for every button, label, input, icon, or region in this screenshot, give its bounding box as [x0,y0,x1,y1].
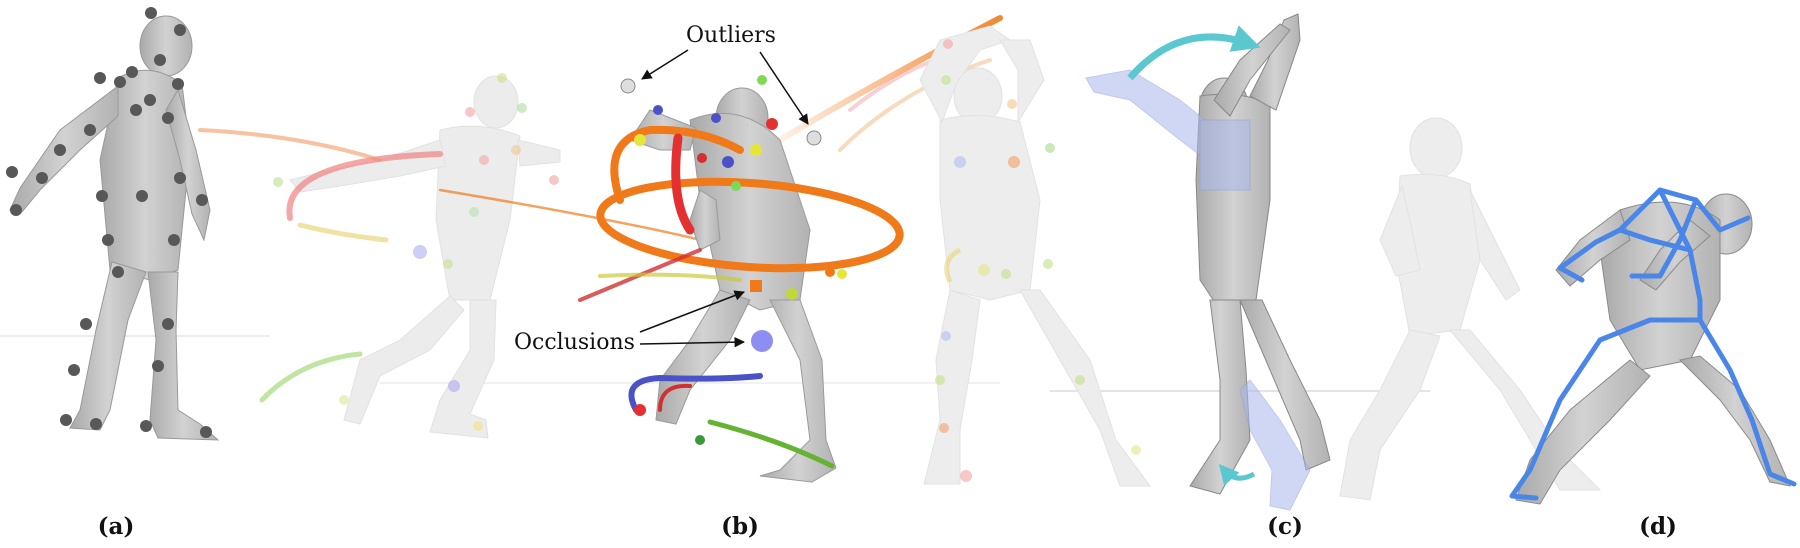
panel-d-figure [1515,193,1791,505]
occlusion-arrow [639,336,746,348]
faded-trail-bc [944,247,962,284]
panel-d-skeleton [1509,187,1797,501]
faded-markers-ab [273,73,559,431]
faded-markers-bc [935,39,1141,482]
outlier-marker [806,130,822,146]
rotation-arrow-icon [1218,463,1256,486]
panel-label-b: (b) [721,513,759,540]
rotation-arrow-icon [1127,25,1261,81]
panel-label-a: (a) [98,513,135,540]
orange-loop-trail [596,177,904,273]
faded-figure-ab [289,75,561,439]
outlier-arrow [641,49,689,80]
panel-label-c: (c) [1267,513,1303,540]
panel-label-d: (d) [1639,513,1677,540]
panel-a-markers [6,7,212,438]
panel-c-overlay-limbs [1085,69,1311,511]
faded-figure-cd [1339,117,1602,501]
occlusion-marker [750,280,762,292]
occlusions-label: Occlusions [514,330,635,355]
panel-b-markers [620,75,847,445]
panel-a-figure [9,15,220,441]
faded-trails-ab [198,128,742,403]
occlusion-marker [751,330,773,352]
outlier-arrow [759,51,809,125]
outlier-marker [620,78,636,94]
occlusion-arrow [639,290,745,333]
outliers-label: Outliers [686,23,776,48]
